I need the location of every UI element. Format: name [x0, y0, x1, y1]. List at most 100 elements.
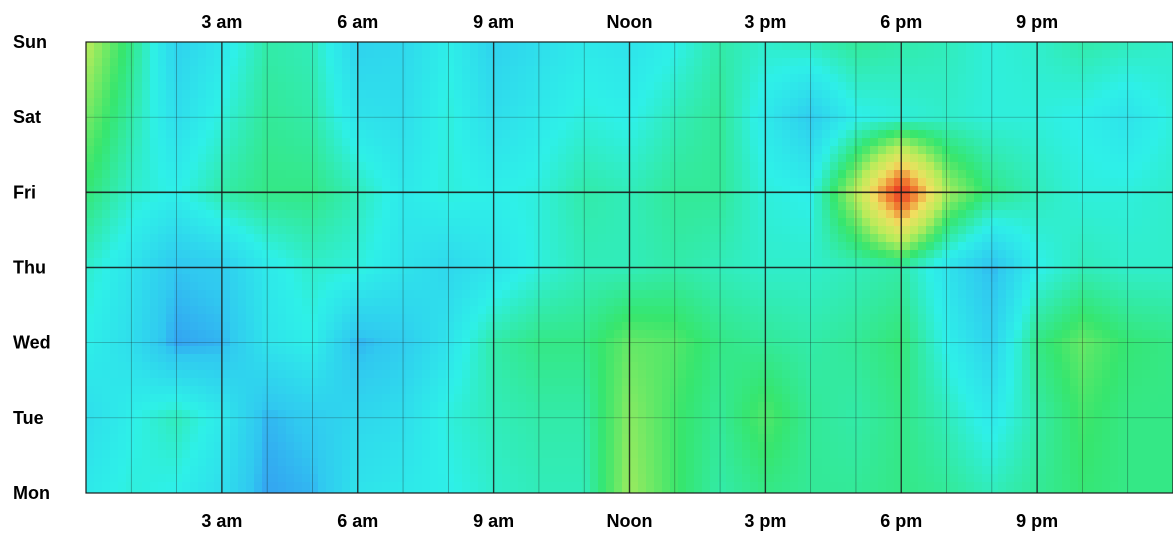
heatmap-cell: [862, 130, 871, 139]
heatmap-cell: [750, 258, 759, 267]
heatmap-cell: [974, 122, 983, 131]
heatmap-cell: [1078, 194, 1087, 203]
heatmap-cell: [518, 322, 527, 331]
heatmap-cell: [878, 106, 887, 115]
heatmap-cell: [1118, 162, 1127, 171]
heatmap-cell: [278, 306, 287, 315]
heatmap-cell: [670, 170, 679, 179]
heatmap-cell: [982, 266, 991, 275]
heatmap-cell: [502, 218, 511, 227]
heatmap-cell: [1102, 226, 1111, 235]
heatmap-cell: [262, 250, 271, 259]
heatmap-cell: [1158, 322, 1167, 331]
heatmap-cell: [214, 322, 223, 331]
heatmap-cell: [174, 154, 183, 163]
heatmap-cell: [1158, 58, 1167, 67]
heatmap-cell: [270, 258, 279, 267]
heatmap-cell: [1118, 130, 1127, 139]
heatmap-cell: [1006, 266, 1015, 275]
heatmap-cell: [150, 306, 159, 315]
heatmap-cell: [614, 122, 623, 131]
heatmap-cell: [110, 98, 119, 107]
heatmap-cell: [990, 186, 999, 195]
heatmap-cell: [758, 322, 767, 331]
heatmap-cell: [582, 58, 591, 67]
heatmap-cell: [918, 298, 927, 307]
heatmap-cell: [406, 122, 415, 131]
heatmap-cell: [270, 186, 279, 195]
heatmap-cell: [1062, 274, 1071, 283]
heatmap-cell: [830, 66, 839, 75]
heatmap-cell: [998, 74, 1007, 83]
heatmap-cell: [214, 306, 223, 315]
heatmap-cell: [206, 122, 215, 131]
heatmap-cell: [734, 154, 743, 163]
heatmap-cell: [678, 42, 687, 51]
heatmap-cell: [510, 98, 519, 107]
heatmap-cell: [422, 42, 431, 51]
heatmap-cell: [374, 322, 383, 331]
heatmap-cell: [470, 98, 479, 107]
heatmap-cell: [454, 170, 463, 179]
heatmap-cell: [1118, 74, 1127, 83]
heatmap-cell: [406, 130, 415, 139]
heatmap-cell: [382, 90, 391, 99]
heatmap-cell: [150, 226, 159, 235]
heatmap-cell: [102, 130, 111, 139]
heatmap-cell: [110, 114, 119, 123]
heatmap-cell: [550, 50, 559, 59]
heatmap-cell: [1142, 98, 1151, 107]
heatmap-cell: [926, 314, 935, 323]
heatmap-cell: [102, 218, 111, 227]
heatmap-cell: [166, 322, 175, 331]
heatmap-cell: [582, 314, 591, 323]
heatmap-cell: [574, 258, 583, 267]
heatmap-cell: [302, 202, 311, 211]
heatmap-cell: [86, 114, 95, 123]
heatmap-cell: [918, 194, 927, 203]
heatmap-cell: [254, 226, 263, 235]
heatmap-cell: [654, 162, 663, 171]
heatmap-cell: [1102, 82, 1111, 91]
heatmap-cell: [1094, 106, 1103, 115]
heatmap-cell: [526, 210, 535, 219]
heatmap-cell: [966, 210, 975, 219]
heatmap-cell: [838, 314, 847, 323]
heatmap-cell: [1134, 42, 1143, 51]
heatmap-cell: [414, 290, 423, 299]
heatmap-cell: [1150, 82, 1159, 91]
heatmap-cell: [462, 226, 471, 235]
heatmap-cell: [414, 298, 423, 307]
heatmap-cell: [454, 162, 463, 171]
heatmap-cell: [134, 146, 143, 155]
heatmap-cell: [222, 98, 231, 107]
heatmap-cell: [950, 242, 959, 251]
heatmap-cell: [982, 218, 991, 227]
heatmap-cell: [182, 242, 191, 251]
heatmap-cell: [1046, 226, 1055, 235]
heatmap-cell: [102, 170, 111, 179]
heatmap-cell: [910, 162, 919, 171]
heatmap-cell: [294, 50, 303, 59]
heatmap-cell: [86, 154, 95, 163]
heatmap-cell: [510, 170, 519, 179]
heatmap-cell: [566, 314, 575, 323]
heatmap-cell: [934, 314, 943, 323]
heatmap-cell: [974, 186, 983, 195]
heatmap-cell: [950, 90, 959, 99]
heatmap-cell: [86, 234, 95, 243]
heatmap-cell: [158, 266, 167, 275]
heatmap-cell: [718, 98, 727, 107]
heatmap-cell: [702, 82, 711, 91]
heatmap-cell: [974, 138, 983, 147]
heatmap-cell: [526, 170, 535, 179]
heatmap-cell: [182, 298, 191, 307]
heatmap-cell: [662, 306, 671, 315]
heatmap-cell: [1150, 250, 1159, 259]
heatmap-cell: [1038, 266, 1047, 275]
heatmap-cell: [950, 106, 959, 115]
heatmap-cell: [710, 114, 719, 123]
heatmap-cell: [854, 130, 863, 139]
heatmap-cell: [302, 82, 311, 91]
heatmap-cell: [558, 314, 567, 323]
